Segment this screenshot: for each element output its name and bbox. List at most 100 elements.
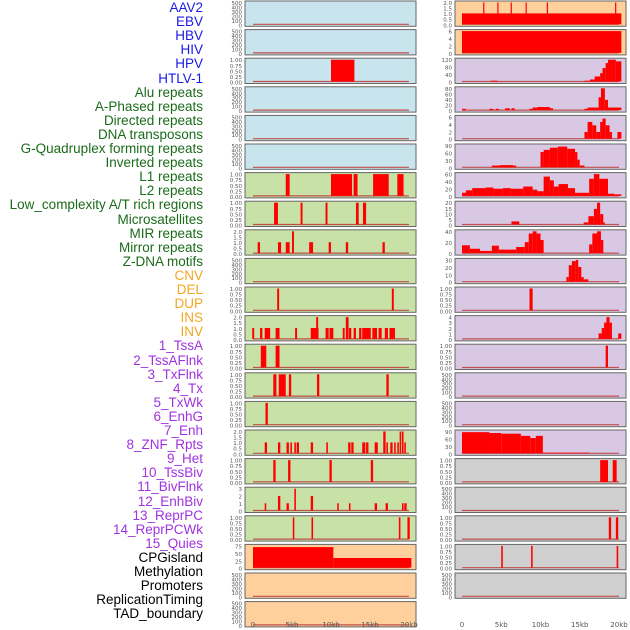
data-bar [462,432,490,454]
y-tick-label: 2.0 [443,1,452,7]
y-tick-label: 300 [232,96,243,102]
y-tick-label: 0.5 [233,332,242,338]
data-bar [325,202,328,225]
data-bar [583,279,589,282]
y-tick-label: 0.25 [230,189,243,195]
track-label: 13_ReprPC [132,507,203,523]
track-label: Microsatellites [117,211,203,227]
data-bar [615,517,619,540]
y-tick-label: 0 [449,81,453,87]
y-tick-label: 500 [232,87,243,93]
track-label: Methylation [133,564,203,579]
y-tick-label: 0.25 [230,533,243,539]
track-panel: 1.000.750.500.250.00 [230,343,417,373]
data-bar [401,503,404,511]
y-tick-label: 1.00 [230,459,243,465]
y-tick-label: 0.75 [440,550,453,556]
data-bar [511,108,515,111]
track-label: 10_TssBiv [141,465,203,481]
y-tick-label: 1.00 [230,401,243,407]
track-label: HPV [175,56,203,72]
data-bar [567,148,576,168]
data-bar [601,328,605,339]
panel-background [244,172,417,199]
y-tick-label: 100 [442,391,453,397]
data-bar [605,125,610,139]
panel-background [244,200,417,227]
data-bar [501,433,521,454]
track-label: 5_TxWk [153,394,203,410]
data-bar [510,2,512,25]
data-bar [309,242,314,254]
y-tick-label: 2 [449,44,453,50]
y-tick-label: 0.00 [440,538,453,544]
data-bar [502,188,511,196]
track-label: Inverted repeats [105,155,203,171]
y-tick-label: 1.0 [233,241,242,247]
data-bar [549,108,554,111]
data-bar [589,79,595,82]
track-label: 14_ReprPCWk [112,521,203,537]
y-tick-label: 20 [445,187,452,193]
track-label: Mirror repeats [118,239,203,255]
y-tick-label: 0.75 [230,350,243,356]
y-tick-label: 0.75 [230,178,243,184]
y-tick-label: 300 [232,582,243,588]
data-bar [337,503,339,511]
y-tick-label: 0.5 [233,447,242,453]
data-bar [575,192,590,196]
y-tick-label: 0.00 [230,195,243,201]
y-tick-label: 25 [235,559,242,565]
panel-background [454,315,627,342]
data-bar [602,118,606,139]
data-bar [277,495,281,511]
data-bar [589,178,594,196]
y-tick-label: 2.0 [233,230,242,236]
data-bar [604,322,607,339]
y-tick-label: 1 [449,332,453,338]
y-tick-label: 0.25 [230,390,243,396]
y-tick-label: 0.25 [440,475,453,481]
track-label: L2 repeats [139,183,203,199]
y-tick-label: 0.75 [230,521,243,527]
data-bar [568,265,572,282]
data-bar [609,131,612,139]
track-label: CPGisland [138,549,203,565]
data-bar [615,61,622,82]
data-bar [398,517,401,540]
y-tick-label: 300 [232,267,243,273]
y-tick-label: 200 [232,129,243,135]
data-bar [593,208,598,225]
x-tick-label: 15kb [571,621,589,629]
y-tick-label: 0 [239,510,243,516]
data-bar [273,460,276,482]
y-tick-label: 0.25 [230,304,243,310]
data-bar [592,233,598,254]
y-tick-label: 400 [232,606,243,612]
data-bar [523,186,533,196]
data-bar [571,261,576,282]
y-tick-label: 0.50 [440,527,453,533]
data-bar [359,328,362,339]
y-tick-label: 300 [442,382,453,388]
y-tick-label: 400 [232,577,243,583]
y-tick-label: 200 [232,615,243,621]
data-bar [535,435,543,454]
data-bar [404,442,406,454]
data-bar [278,374,286,397]
data-bar [397,174,404,196]
data-bar [286,442,289,454]
track-panel: 1.000.750.500.250.00 [440,286,627,315]
y-tick-label: 1.5 [443,7,452,13]
data-bar [600,214,604,225]
track-label: HBV [175,28,203,44]
data-bar [584,108,588,111]
track-label: 1_TssA [158,338,203,354]
y-tick-label: 5 [449,218,453,224]
data-bar [532,189,538,196]
track-label: 12_EnhBiv [137,493,203,509]
data-bar [575,259,579,282]
